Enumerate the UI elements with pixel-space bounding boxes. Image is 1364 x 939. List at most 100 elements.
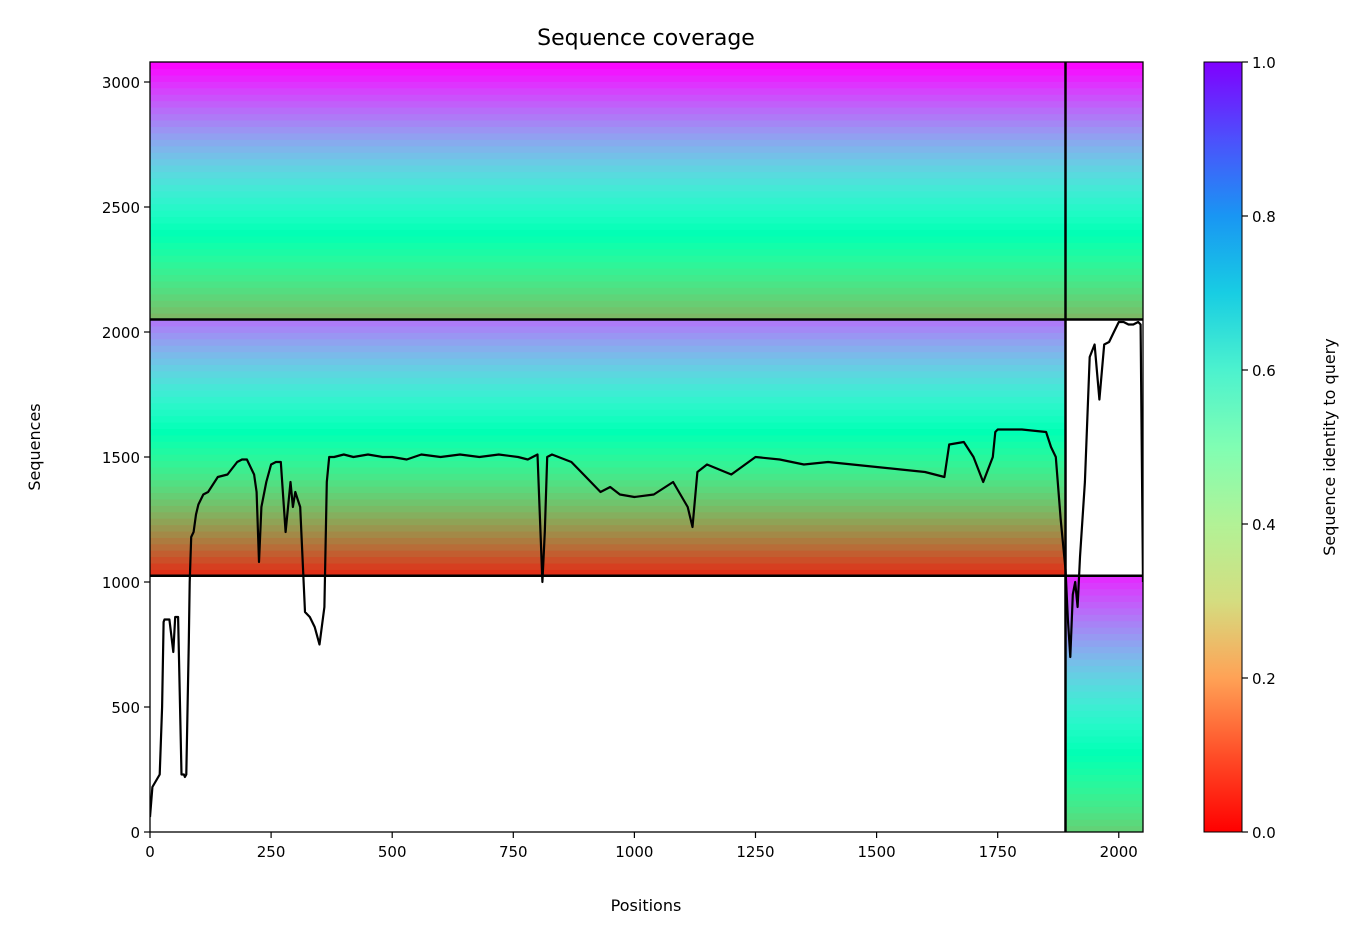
heatmap-band <box>1065 113 1143 121</box>
x-axis-label: Positions <box>611 896 682 915</box>
x-tick-label: 2000 <box>1100 843 1138 861</box>
heatmap-band <box>1065 132 1143 140</box>
heatmap-band <box>1065 601 1143 609</box>
heatmap-band <box>150 562 1066 570</box>
heatmap-band <box>1065 780 1143 788</box>
heatmap-band <box>150 229 1066 237</box>
heatmap-band <box>1065 723 1143 731</box>
heatmap-band <box>1065 235 1143 243</box>
heatmap-band <box>150 139 1066 147</box>
heatmap-band <box>150 524 1066 532</box>
heatmap-band <box>150 268 1066 276</box>
heatmap-band <box>1065 306 1143 314</box>
heatmap-band <box>150 248 1066 256</box>
heatmap-band <box>1065 799 1143 807</box>
heatmap-band <box>1065 300 1143 308</box>
x-tick-label: 1500 <box>857 843 895 861</box>
heatmap-band <box>150 537 1066 545</box>
heatmap-band <box>150 447 1066 455</box>
heatmap-band <box>1065 793 1143 801</box>
heatmap-band <box>150 81 1066 89</box>
heatmap-band <box>1065 261 1143 269</box>
heatmap-band <box>150 383 1066 391</box>
heatmap-band <box>1065 81 1143 89</box>
heatmap-band <box>150 530 1066 538</box>
heatmap-band <box>150 87 1066 95</box>
heatmap-band <box>1065 678 1143 686</box>
heatmap-band <box>150 222 1066 230</box>
y-tick-label: 0 <box>130 824 140 842</box>
heatmap-band <box>1065 825 1143 832</box>
heatmap-band <box>150 255 1066 263</box>
heatmap-band <box>1065 710 1143 718</box>
coverage-heatmap <box>150 62 1143 832</box>
colorbar-tick-label: 0.4 <box>1252 516 1276 534</box>
heatmap-band <box>150 402 1066 410</box>
x-tick-label: 750 <box>499 843 528 861</box>
heatmap-band <box>1065 100 1143 108</box>
heatmap-band <box>150 325 1066 333</box>
heatmap-band <box>1065 697 1143 705</box>
plot-frame <box>149 61 1144 833</box>
heatmap-band <box>1065 716 1143 724</box>
heatmap-band <box>150 100 1066 108</box>
heatmap-band <box>150 210 1066 218</box>
heatmap-band <box>1065 177 1143 185</box>
heatmap-band <box>1065 652 1143 660</box>
x-axis: 0 250 500 750 1000 1250 1500 1750 2000 <box>145 832 1138 861</box>
x-tick-label: 500 <box>378 843 407 861</box>
heatmap-band <box>1065 767 1143 775</box>
heatmap-band <box>150 68 1066 76</box>
heatmap-band <box>150 460 1066 468</box>
heatmap-band <box>150 518 1066 526</box>
heatmap-band <box>1065 594 1143 602</box>
heatmap-band <box>1065 691 1143 699</box>
y-tick-label: 2500 <box>102 199 140 217</box>
heatmap-band <box>150 338 1066 346</box>
heatmap-band <box>150 158 1066 166</box>
heatmap-band <box>1065 671 1143 679</box>
heatmap-band <box>1065 646 1143 654</box>
heatmap-band <box>1065 735 1143 743</box>
heatmap-band <box>150 415 1066 423</box>
heatmap-band <box>1065 152 1143 160</box>
heatmap-band <box>150 498 1066 506</box>
heatmap-band <box>150 441 1066 449</box>
heatmap-band <box>1065 761 1143 769</box>
heatmap-band <box>1065 139 1143 147</box>
heatmap-band <box>1065 184 1143 192</box>
heatmap-band <box>150 486 1066 494</box>
heatmap-band <box>1065 248 1143 256</box>
heatmap-band <box>150 569 1066 577</box>
heatmap-band <box>150 428 1066 436</box>
colorbar-label: Sequence identity to query <box>1320 338 1339 555</box>
heatmap-band <box>150 473 1066 481</box>
heatmap-band <box>150 145 1066 153</box>
heatmap-band <box>1065 819 1143 827</box>
heatmap-band <box>150 454 1066 462</box>
heatmap-band <box>150 74 1066 82</box>
heatmap-band <box>150 94 1066 102</box>
heatmap-band <box>150 396 1066 404</box>
heatmap-band <box>150 216 1066 224</box>
heatmap-band <box>1065 703 1143 711</box>
colorbar-tick-label: 0.6 <box>1252 362 1276 380</box>
heatmap-band <box>1065 216 1143 224</box>
heatmap-band <box>1065 126 1143 134</box>
y-tick-label: 1000 <box>102 574 140 592</box>
heatmap-band <box>150 300 1066 308</box>
heatmap-band <box>1065 268 1143 276</box>
heatmap-band <box>1065 729 1143 737</box>
colorbar-axis: 0.0 0.2 0.4 0.6 0.8 1.0 <box>1242 54 1276 842</box>
heatmap-band <box>150 177 1066 185</box>
y-tick-label: 500 <box>111 699 140 717</box>
heatmap-band <box>150 332 1066 340</box>
heatmap-band <box>150 556 1066 564</box>
coverage-line-group <box>150 320 1143 818</box>
heatmap-band <box>150 345 1066 353</box>
heatmap-band <box>150 511 1066 519</box>
domain-boundaries <box>150 62 1143 832</box>
heatmap-band <box>1065 119 1143 127</box>
heatmap-band <box>1065 87 1143 95</box>
heatmap-band <box>150 274 1066 282</box>
